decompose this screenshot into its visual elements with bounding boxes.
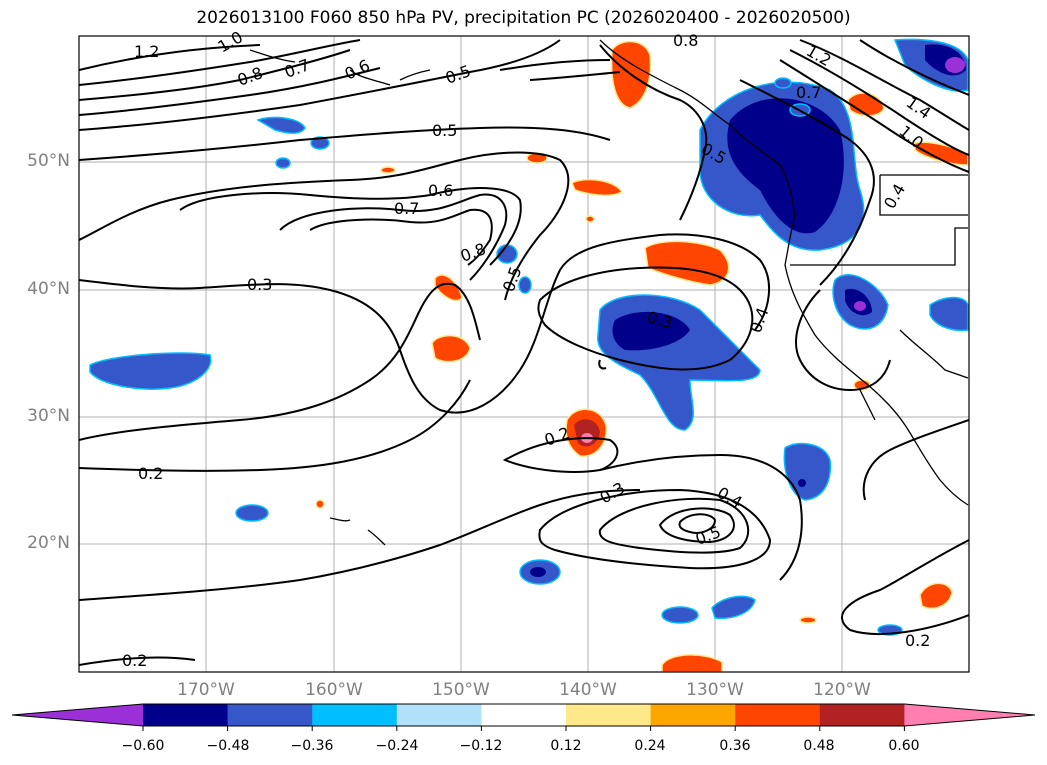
contour-label: 0.5 xyxy=(432,121,457,140)
colorbar-tick-label: 0.60 xyxy=(888,738,920,754)
lon-label: 170°W xyxy=(177,680,235,700)
contour-label: 0.6 xyxy=(428,181,453,200)
colorbar-tick-label: 0.24 xyxy=(634,738,666,754)
pv-contours xyxy=(79,39,969,666)
map-frame xyxy=(78,35,970,673)
coastlines xyxy=(249,39,969,546)
contour-label: 0.7 xyxy=(394,199,419,218)
colorbar-tick-label: −0.60 xyxy=(121,738,165,754)
lat-label: 20°N xyxy=(27,533,70,553)
colorbar-tick-label: 0.48 xyxy=(803,738,835,754)
contour-label: 0.2 xyxy=(905,631,930,650)
colorbar-segment xyxy=(227,704,313,726)
lat-label: 40°N xyxy=(27,279,70,299)
contour-label: 0.2 xyxy=(138,464,163,483)
colorbar-extend-min xyxy=(12,704,143,726)
colorbar-segment xyxy=(143,704,229,726)
lon-label: 140°W xyxy=(559,680,617,700)
colorbar-tick-label: 0.12 xyxy=(550,738,582,754)
lat-label: 50°N xyxy=(27,151,70,171)
colorbar xyxy=(11,703,1036,731)
contour-label: 0.8 xyxy=(673,31,698,50)
colorbar-segment xyxy=(650,704,736,726)
colorbar-segment xyxy=(312,704,398,726)
colorbar-segment xyxy=(481,704,567,726)
lon-label: 120°W xyxy=(813,680,871,700)
colorbar-segment xyxy=(735,704,821,726)
colorbar-segment xyxy=(396,704,482,726)
colorbar-tick-label: −0.12 xyxy=(459,738,503,754)
lon-label: 150°W xyxy=(432,680,490,700)
lat-label: 30°N xyxy=(27,406,70,426)
precip-negative xyxy=(89,38,969,636)
colorbar-tick-label: −0.24 xyxy=(375,738,419,754)
colorbar-tick-label: −0.48 xyxy=(206,738,250,754)
colorbar-segment xyxy=(566,704,652,726)
colorbar-segment xyxy=(819,704,905,726)
lon-label: 130°W xyxy=(686,680,744,700)
contour-label: 1.2 xyxy=(134,42,159,61)
colorbar-extend-max xyxy=(904,704,1035,726)
colorbar-tick-label: 0.36 xyxy=(719,738,751,754)
contour-label: 0.7 xyxy=(796,83,821,102)
map-title: 2026013100 F060 850 hPa PV, precipitatio… xyxy=(196,8,851,28)
colorbar-tick-label: −0.36 xyxy=(290,738,334,754)
contour-label: 0.2 xyxy=(122,651,147,670)
lon-label: 160°W xyxy=(305,680,363,700)
contour-label: 0.3 xyxy=(247,275,272,294)
